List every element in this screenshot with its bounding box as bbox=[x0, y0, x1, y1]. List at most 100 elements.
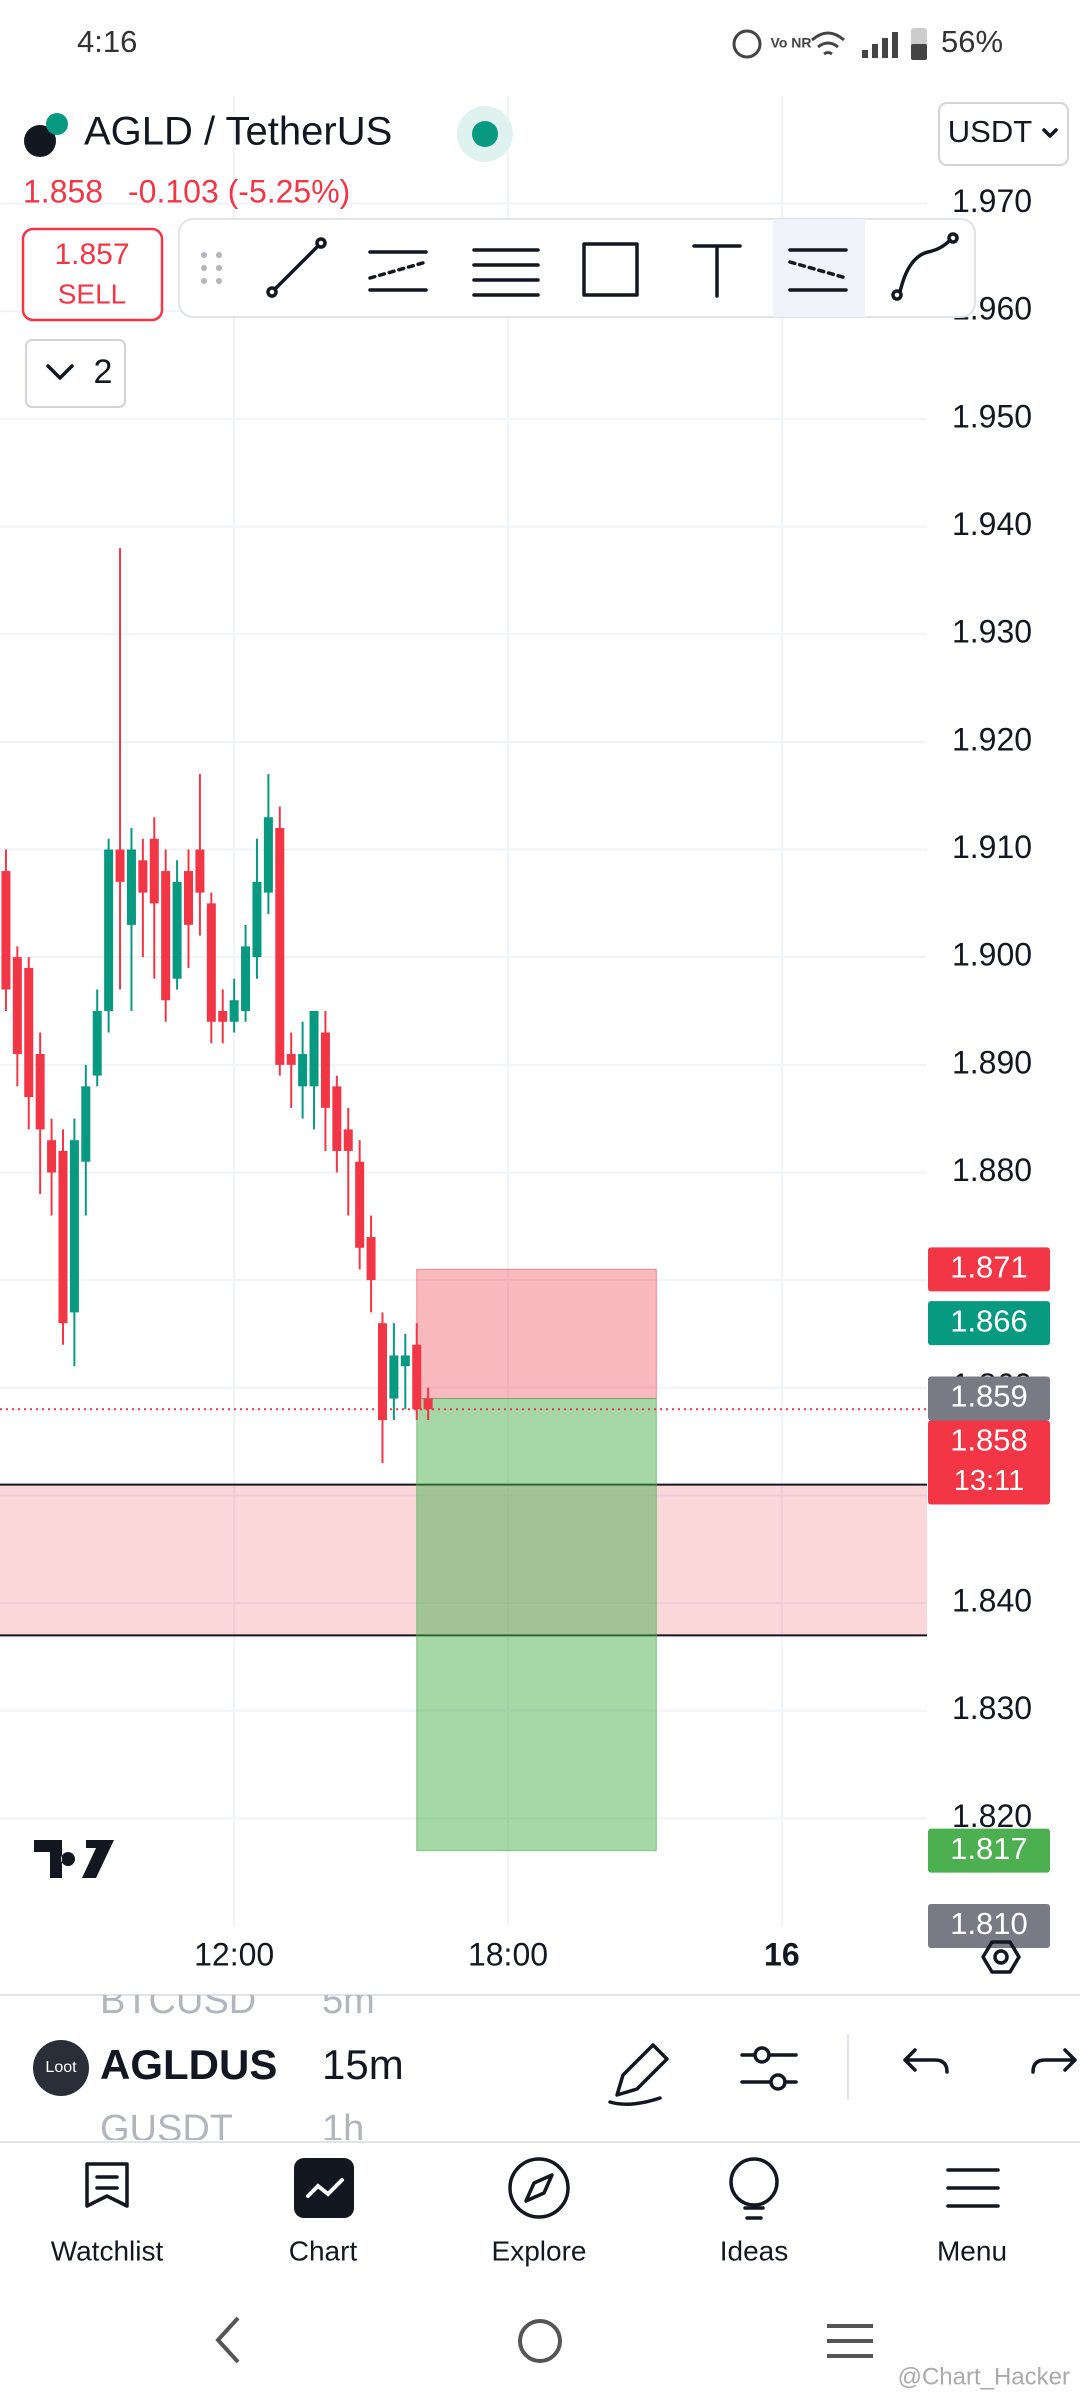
watchlist-icon bbox=[85, 2162, 129, 2208]
price-label-bg bbox=[928, 1247, 1050, 1292]
drag-handle bbox=[201, 252, 222, 284]
nav-item[interactable]: Explore bbox=[492, 2235, 587, 2266]
price-label: 1.866 bbox=[950, 1303, 1028, 1338]
symbol-icon-text: Loot bbox=[45, 2059, 77, 2076]
x-tick-label: 18:00 bbox=[468, 1936, 548, 1972]
candle-body bbox=[389, 1355, 399, 1399]
last-price: 1.858 bbox=[23, 173, 103, 209]
market-status-dot bbox=[472, 121, 498, 147]
price-label: 1.858 bbox=[950, 1423, 1028, 1458]
y-tick-label: 1.950 bbox=[952, 398, 1032, 434]
tradingview-logo bbox=[34, 1840, 114, 1878]
candle-body bbox=[58, 1150, 68, 1324]
candle-body bbox=[252, 881, 262, 958]
price-label-bg bbox=[928, 1420, 1050, 1505]
text-tool[interactable] bbox=[692, 244, 742, 298]
candle-body bbox=[47, 1140, 57, 1173]
trend-line-tool[interactable] bbox=[266, 237, 327, 298]
position-tool bbox=[788, 248, 848, 292]
price-label: 1.817 bbox=[950, 1831, 1028, 1866]
price-label-bg bbox=[928, 1376, 1050, 1421]
clock: 4:16 bbox=[77, 24, 137, 59]
candle-body bbox=[172, 881, 182, 979]
candle-body bbox=[286, 1054, 296, 1065]
horizontal-lines-tool[interactable] bbox=[472, 248, 540, 297]
candle-body bbox=[115, 849, 125, 882]
symbol-picker[interactable]: BTCUSD 5m GUSDT 1h bbox=[100, 1980, 375, 2150]
y-tick-label: 1.840 bbox=[952, 1583, 1032, 1619]
stop-zone bbox=[416, 1268, 657, 1400]
network-type: Vo NR bbox=[771, 35, 812, 51]
x-tick-label: 12:00 bbox=[194, 1936, 274, 1972]
candle-body bbox=[161, 871, 171, 1001]
drawing-button[interactable] bbox=[608, 2043, 669, 2106]
undo[interactable] bbox=[903, 2048, 949, 2074]
redo[interactable] bbox=[1031, 2048, 1077, 2074]
candle-body bbox=[1, 871, 11, 990]
price-label-bg bbox=[928, 1301, 1050, 1346]
active-interval[interactable]: 15m bbox=[322, 2041, 404, 2088]
battery-level bbox=[911, 44, 927, 60]
y-tick-label: 1.920 bbox=[952, 721, 1032, 757]
symbol-logo bbox=[24, 125, 56, 157]
candle-body bbox=[241, 946, 251, 1011]
layers-caret bbox=[46, 364, 74, 380]
y-tick-label: 1.830 bbox=[952, 1690, 1032, 1726]
menu-icon bbox=[946, 2168, 1000, 2208]
sell-button[interactable] bbox=[21, 227, 164, 322]
price-label: 1.871 bbox=[950, 1250, 1028, 1285]
currency-button[interactable] bbox=[938, 102, 1069, 166]
next-symbol: GUSDT bbox=[100, 2108, 233, 2150]
signal-icon bbox=[862, 32, 898, 58]
nav-item[interactable]: Watchlist bbox=[51, 2235, 164, 2266]
prev-interval: 5m bbox=[322, 1980, 375, 2022]
countdown: 13:11 bbox=[954, 1465, 1024, 1497]
candle-body bbox=[343, 1129, 353, 1151]
nav-item[interactable]: Ideas bbox=[720, 2235, 789, 2266]
home-button[interactable] bbox=[518, 2319, 562, 2363]
layers-button[interactable] bbox=[25, 339, 126, 408]
wifi-icon bbox=[811, 31, 845, 56]
chart-settings[interactable] bbox=[981, 1940, 1021, 1974]
next-interval: 1h bbox=[322, 2108, 364, 2150]
y-tick-label: 1.890 bbox=[952, 1044, 1032, 1080]
chart bbox=[0, 96, 927, 1926]
back-button[interactable] bbox=[215, 2316, 240, 2364]
indicator-settings[interactable] bbox=[740, 2046, 798, 2091]
candle-body bbox=[81, 1086, 91, 1162]
price-label: 1.859 bbox=[950, 1379, 1028, 1414]
explore-icon bbox=[508, 2157, 570, 2219]
candle-body bbox=[195, 849, 205, 893]
candle-body bbox=[309, 1011, 319, 1087]
path-tool[interactable] bbox=[891, 232, 959, 301]
y-tick-label: 1.910 bbox=[952, 829, 1032, 865]
quote-logo bbox=[46, 113, 68, 135]
sell-price: 1.857 bbox=[54, 238, 129, 271]
symbol-icon bbox=[33, 2040, 89, 2096]
candle-body bbox=[400, 1355, 410, 1367]
watermark: @Chart_Hacker bbox=[898, 2363, 1070, 2390]
price-label-bg bbox=[928, 1828, 1050, 1873]
recents-button[interactable] bbox=[827, 2324, 873, 2358]
candle-body bbox=[138, 860, 148, 893]
candle-body bbox=[412, 1344, 422, 1410]
symbol-name[interactable]: AGLD / TetherUS bbox=[84, 110, 392, 154]
candle-body bbox=[366, 1237, 376, 1281]
candle-body bbox=[184, 871, 194, 925]
candle-body bbox=[104, 849, 114, 1011]
currency-caret bbox=[1042, 128, 1058, 138]
position-tool-active[interactable] bbox=[773, 219, 865, 317]
candle-body bbox=[229, 1000, 239, 1022]
x-tick-label: 16 bbox=[764, 1936, 800, 1972]
rectangle-tool[interactable] bbox=[582, 242, 639, 297]
chart-icon-bg bbox=[294, 2158, 354, 2218]
y-tick-label: 1.880 bbox=[952, 1152, 1032, 1188]
chart-icon bbox=[306, 2178, 344, 2198]
price-change: -0.103 (-5.25%) bbox=[128, 173, 350, 209]
parallel-channel-tool[interactable] bbox=[368, 250, 428, 292]
nav-item[interactable]: Menu bbox=[937, 2235, 1007, 2266]
nav-item[interactable]: Chart bbox=[289, 2235, 358, 2266]
active-symbol[interactable]: AGLDUS bbox=[100, 2041, 277, 2088]
y-tick-label: 1.930 bbox=[952, 614, 1032, 650]
